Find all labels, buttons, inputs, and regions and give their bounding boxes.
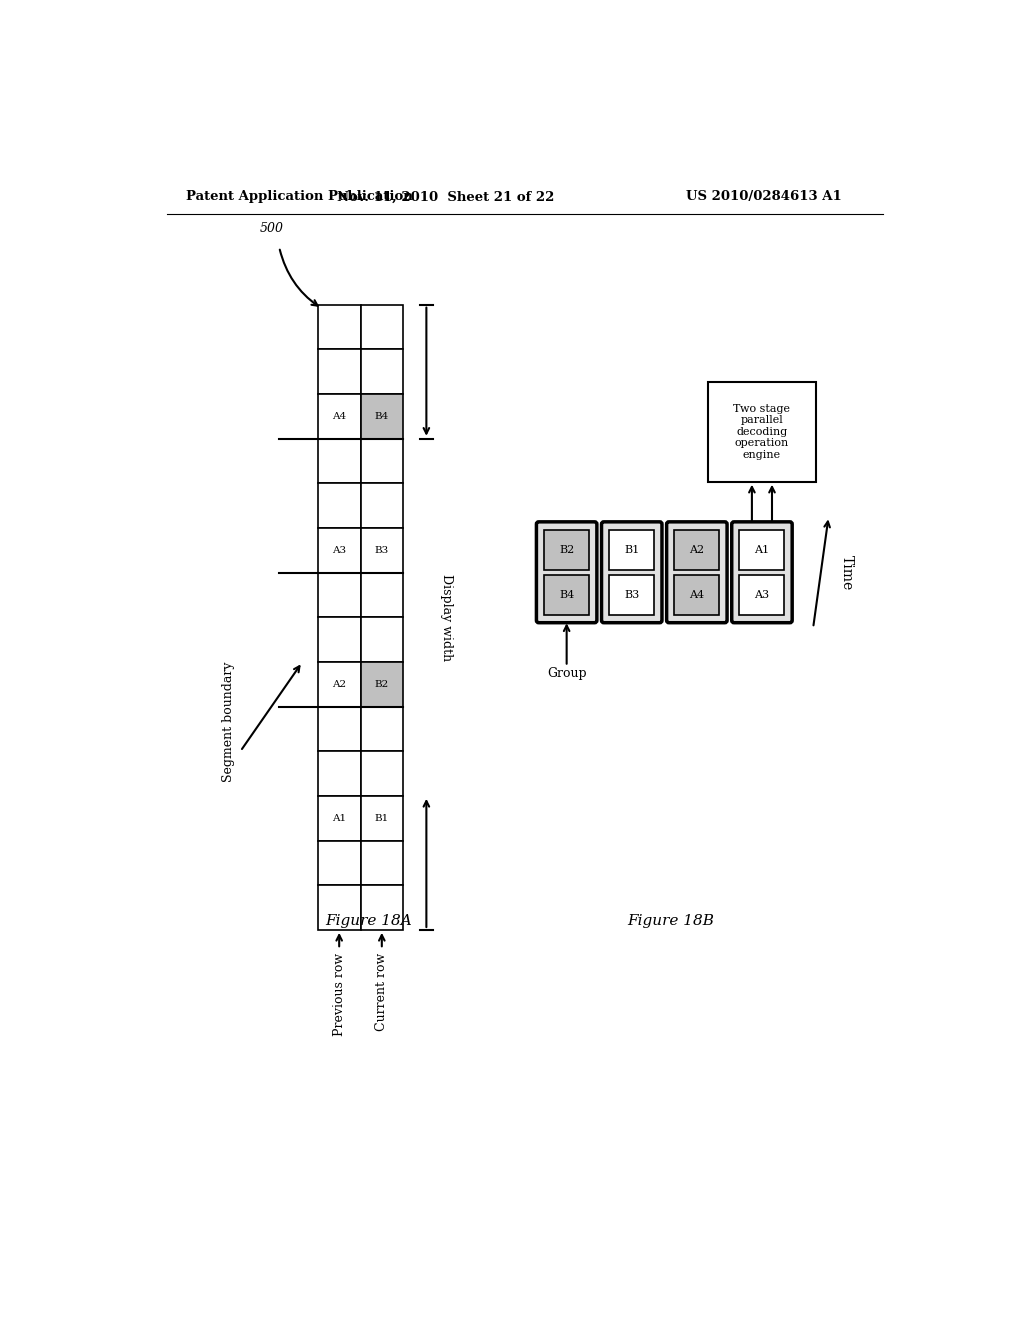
Bar (360, 305, 403, 350)
Text: A1: A1 (332, 814, 346, 822)
Bar (317, 438, 360, 483)
Bar (739, 529, 784, 570)
Text: Figure 18A: Figure 18A (325, 913, 412, 928)
FancyBboxPatch shape (537, 521, 597, 623)
Bar (360, 528, 403, 573)
Bar (609, 529, 654, 570)
Bar (317, 796, 360, 841)
Text: A1: A1 (755, 545, 769, 554)
Bar (675, 576, 719, 615)
Bar (360, 573, 403, 618)
Text: Two stage
parallel
decoding
operation
engine: Two stage parallel decoding operation en… (733, 404, 791, 459)
Bar (360, 350, 403, 395)
Text: B3: B3 (624, 590, 639, 601)
Text: B2: B2 (375, 680, 389, 689)
Text: A4: A4 (689, 590, 705, 601)
Text: Display width: Display width (440, 574, 454, 661)
Text: A4: A4 (332, 412, 346, 421)
Text: Previous row: Previous row (333, 953, 346, 1036)
Text: B1: B1 (624, 545, 639, 554)
Text: Time: Time (841, 554, 854, 590)
Text: B1: B1 (375, 814, 389, 822)
Bar (317, 663, 360, 706)
Text: A2: A2 (332, 680, 346, 689)
Text: Segment boundary: Segment boundary (222, 661, 236, 783)
Text: B3: B3 (375, 546, 389, 554)
Text: A2: A2 (689, 545, 705, 554)
Bar (317, 395, 360, 438)
Bar (317, 618, 360, 663)
Text: Current row: Current row (376, 953, 388, 1031)
Bar (360, 886, 403, 929)
Bar (360, 751, 403, 796)
Text: Patent Application Publication: Patent Application Publication (186, 190, 413, 203)
Text: Figure 18B: Figure 18B (627, 913, 714, 928)
Bar (360, 796, 403, 841)
Text: US 2010/0284613 A1: US 2010/0284613 A1 (686, 190, 842, 203)
Bar (739, 576, 784, 615)
Text: 500: 500 (259, 222, 284, 235)
Text: B4: B4 (375, 412, 389, 421)
Bar (544, 576, 589, 615)
Bar (360, 663, 403, 706)
Bar (317, 350, 360, 395)
Bar (317, 706, 360, 751)
FancyBboxPatch shape (601, 521, 662, 623)
Bar (675, 529, 719, 570)
Bar (708, 381, 816, 482)
Bar (317, 751, 360, 796)
FancyBboxPatch shape (667, 521, 727, 623)
Bar (317, 305, 360, 350)
Text: Nov. 11, 2010  Sheet 21 of 22: Nov. 11, 2010 Sheet 21 of 22 (337, 190, 554, 203)
Bar (360, 395, 403, 438)
Text: A3: A3 (332, 546, 346, 554)
Bar (360, 483, 403, 528)
Bar (360, 618, 403, 663)
Bar (317, 886, 360, 929)
Bar (317, 841, 360, 886)
FancyBboxPatch shape (732, 521, 793, 623)
Bar (317, 528, 360, 573)
Text: B4: B4 (559, 590, 574, 601)
Bar (609, 576, 654, 615)
Bar (317, 483, 360, 528)
Text: B2: B2 (559, 545, 574, 554)
Bar (317, 573, 360, 618)
Text: A3: A3 (755, 590, 769, 601)
Text: Group: Group (547, 667, 587, 680)
Bar (544, 529, 589, 570)
Bar (360, 438, 403, 483)
Bar (360, 706, 403, 751)
Bar (360, 841, 403, 886)
